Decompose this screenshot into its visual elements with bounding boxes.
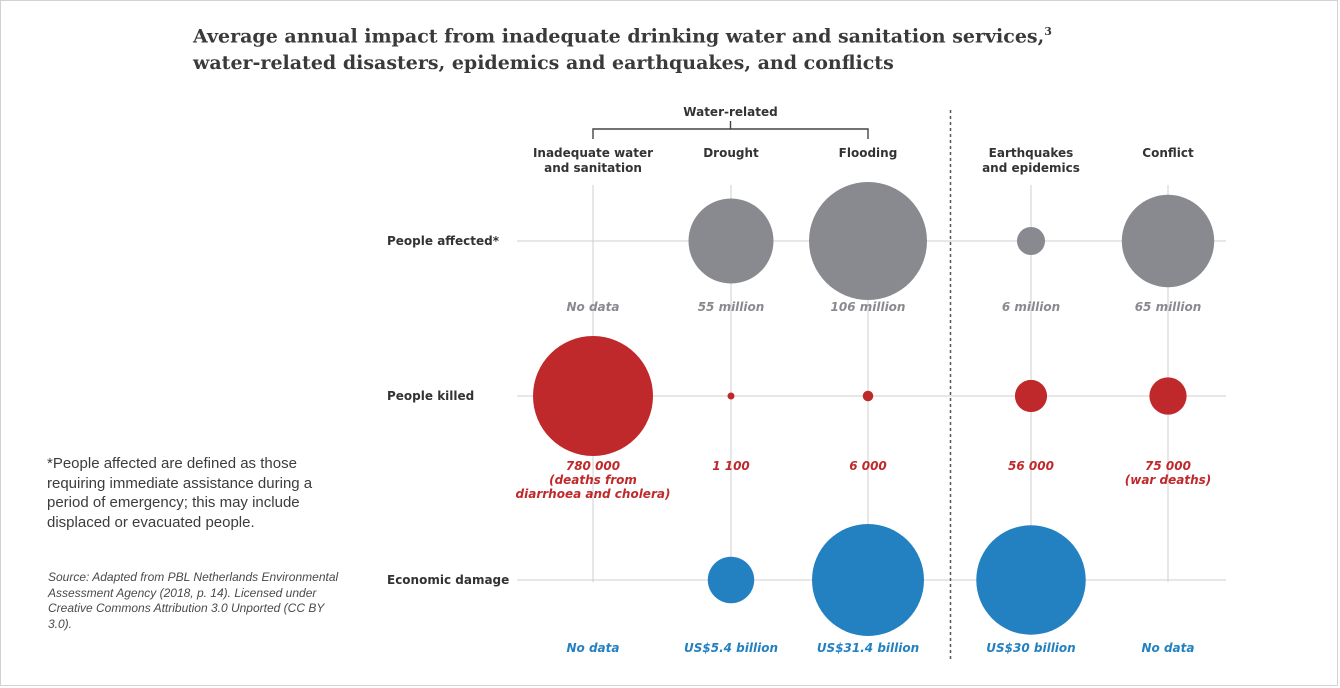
- title-line-1: Average annual impact from inadequate dr…: [193, 25, 1045, 48]
- bubble: [812, 524, 924, 636]
- title-line-2: water-related disasters, epidemics and e…: [193, 52, 894, 75]
- value-label: 6 million: [1002, 300, 1060, 314]
- bubble: [688, 198, 774, 284]
- value-label: 55 million: [698, 300, 765, 314]
- value-label: 6 000: [849, 459, 887, 473]
- value-label: 75 000: [1145, 459, 1191, 473]
- bubble: [809, 182, 927, 300]
- bubble: [862, 390, 874, 402]
- value-label: No data: [1142, 641, 1195, 655]
- value-label: 1 100: [712, 459, 750, 473]
- bubble: [707, 556, 755, 604]
- value-label: 56 000: [1008, 459, 1054, 473]
- value-label: US$5.4 billion: [684, 641, 778, 655]
- value-label: No data: [567, 300, 620, 314]
- row-label: People killed: [387, 389, 474, 403]
- value-label: (deaths from: [549, 473, 637, 487]
- bubble: [1121, 194, 1215, 288]
- column-header: and sanitation: [544, 161, 642, 175]
- value-label: diarrhoea and cholera): [516, 487, 671, 501]
- group-bracket: [592, 121, 869, 139]
- group-label: Water-related: [683, 105, 777, 119]
- value-label: 780 000: [566, 459, 620, 473]
- value-label: US$31.4 billion: [817, 641, 919, 655]
- value-label: (war deaths): [1125, 473, 1212, 487]
- chart-title: Average annual impact from inadequate dr…: [193, 18, 1293, 77]
- source-note: Source: Adapted from PBL Netherlands Env…: [48, 570, 339, 631]
- column-header: Flooding: [839, 146, 898, 160]
- value-label: 106 million: [831, 300, 906, 314]
- bubble: [1014, 379, 1048, 413]
- bubble: [1016, 226, 1046, 256]
- bubble: [976, 525, 1086, 635]
- bubble: [533, 336, 653, 456]
- title-footnote-ref: 3: [1044, 25, 1052, 38]
- people-affected-footnote: *People affected are defined as those re…: [47, 455, 313, 531]
- column-header: and epidemics: [982, 161, 1080, 175]
- value-label: US$30 billion: [986, 641, 1075, 655]
- row-label: Economic damage: [387, 573, 509, 587]
- bubble: [727, 392, 735, 400]
- value-label: No data: [567, 641, 620, 655]
- bubble: [1149, 377, 1187, 415]
- column-header: Drought: [703, 146, 759, 160]
- column-header: Earthquakes: [989, 146, 1074, 160]
- value-label: 65 million: [1135, 300, 1202, 314]
- row-label: People affected*: [387, 234, 500, 248]
- column-header: Conflict: [1142, 146, 1194, 160]
- column-header: Inadequate water: [533, 146, 653, 160]
